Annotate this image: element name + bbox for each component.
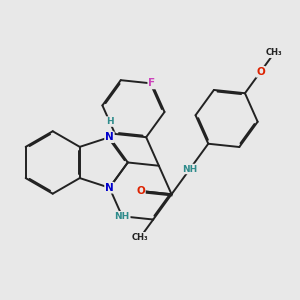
Text: H: H [106,117,113,126]
Text: NH: NH [182,164,197,173]
Text: CH₃: CH₃ [132,233,149,242]
Text: O: O [136,186,145,196]
Text: O: O [256,67,265,77]
Text: CH₃: CH₃ [266,48,283,57]
Text: N: N [105,132,114,142]
Text: N: N [105,183,114,193]
Text: NH: NH [115,212,130,221]
Text: F: F [148,78,155,88]
